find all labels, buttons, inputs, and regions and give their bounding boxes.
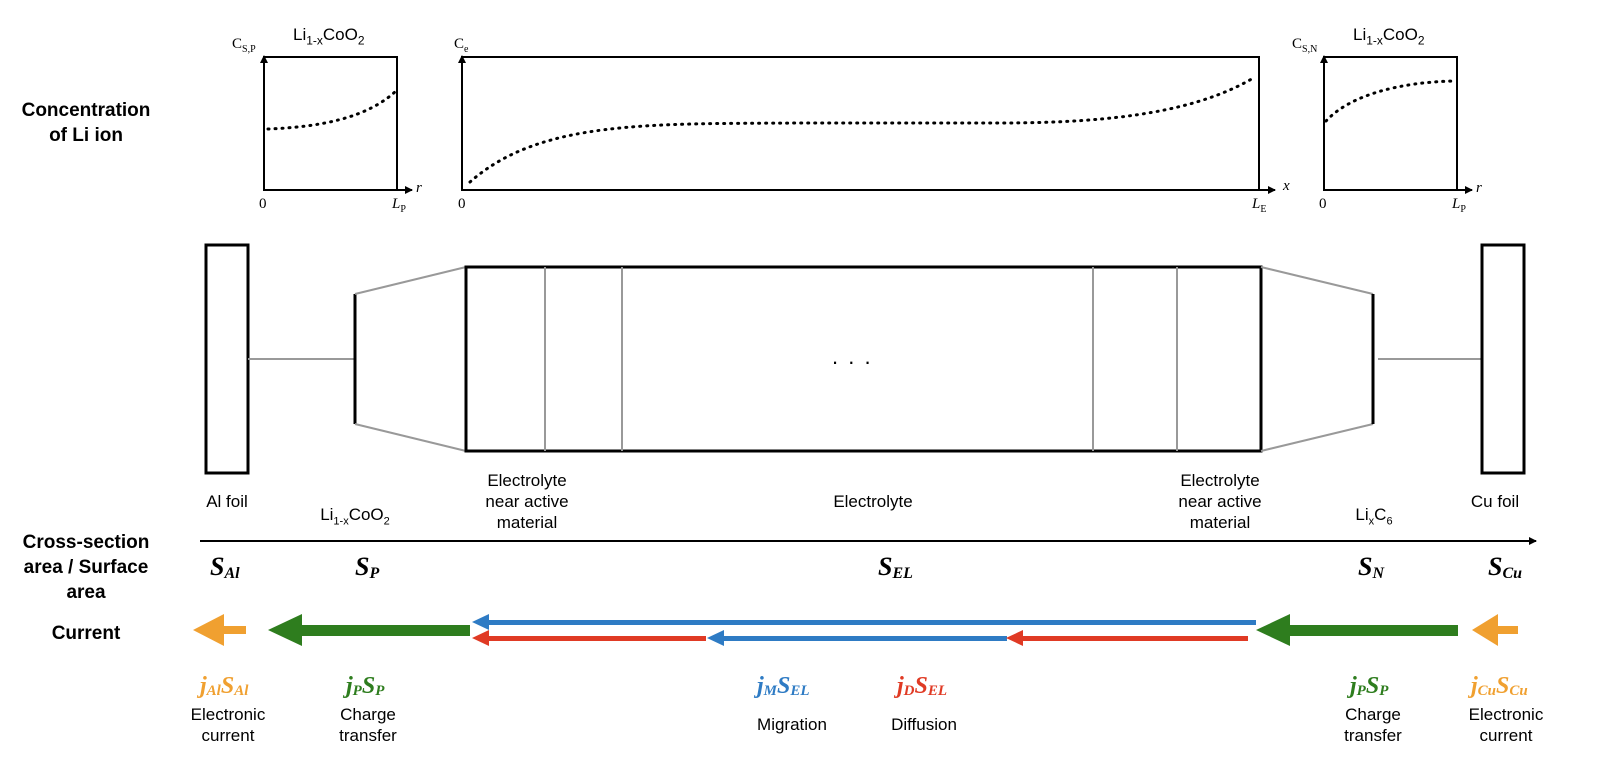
graph-positive-y-label: CS,P bbox=[232, 36, 256, 55]
area-s-p: SP bbox=[355, 552, 380, 582]
graph-negative-curve bbox=[1324, 79, 1457, 123]
label-al-foil: Al foil bbox=[206, 492, 248, 511]
label-positive-material: Li1-xCoO2 bbox=[320, 505, 390, 528]
area-s-el: SEL bbox=[878, 552, 913, 582]
area-s-al: SAl bbox=[210, 552, 240, 582]
graph-negative-frame bbox=[1323, 56, 1458, 191]
graph-positive-x-axis-label: r bbox=[416, 180, 422, 196]
arrow-migration-top bbox=[472, 614, 1256, 630]
current-expr-al: jAlSAl bbox=[200, 673, 249, 699]
current-desc-migration: Migration bbox=[757, 715, 827, 734]
graph-electrolyte-x-axis-label: x bbox=[1283, 178, 1290, 194]
current-expr-cu: jCuSCu bbox=[1471, 673, 1528, 699]
label-electrolyte-near-left-line1: Electrolyte bbox=[487, 471, 567, 490]
label-electrolyte-near-right: Electrolyte near active material bbox=[1155, 470, 1285, 533]
graph-negative-title: Li1-xCoO2 bbox=[1353, 25, 1425, 48]
negative-taper-top bbox=[1260, 266, 1374, 295]
label-electrolyte-near-right-line3: material bbox=[1189, 513, 1251, 532]
negative-taper-bottom bbox=[1260, 423, 1374, 452]
arrow-al bbox=[193, 614, 246, 646]
arrow-diffusion-left bbox=[472, 630, 706, 646]
current-expr-n: jPSP bbox=[1350, 673, 1389, 699]
graph-negative-x-axis-label: r bbox=[1476, 180, 1482, 196]
label-cu-foil: Cu foil bbox=[1470, 492, 1520, 511]
graph-positive-frame bbox=[263, 56, 398, 191]
graph-negative-x-zero: 0 bbox=[1319, 196, 1327, 212]
area-s-cu: SCu bbox=[1488, 552, 1523, 582]
cu-foil-box bbox=[1480, 243, 1526, 475]
graph-electrolyte-frame bbox=[461, 56, 1260, 191]
graph-positive-x-end: LP bbox=[392, 196, 406, 215]
current-arrows bbox=[193, 614, 1518, 646]
graph-electrolyte-y-label: Ce bbox=[454, 36, 469, 55]
current-desc-n: Charge transfer bbox=[1323, 704, 1423, 746]
current-desc-p-line2: transfer bbox=[339, 726, 397, 745]
arrow-n bbox=[1256, 614, 1458, 646]
arrow-diffusion-right bbox=[1006, 630, 1248, 646]
row-label-concentration: Concentration of Li ion bbox=[0, 98, 172, 148]
graph-electrolyte-x-end: LE bbox=[1252, 196, 1267, 215]
area-s-n: SN bbox=[1358, 552, 1385, 582]
current-desc-n-line2: transfer bbox=[1344, 726, 1402, 745]
label-electrolyte-near-right-line2: near active bbox=[1178, 492, 1262, 511]
positive-taper-bottom bbox=[354, 423, 467, 452]
arrow-migration-mid bbox=[707, 630, 1007, 646]
graph-negative-x-end: LP bbox=[1452, 196, 1466, 215]
positive-taper-top bbox=[354, 266, 467, 295]
arrow-p bbox=[268, 614, 470, 646]
row-label-cross-section-line3: area bbox=[66, 582, 106, 603]
label-electrolyte-near-left-line2: near active bbox=[485, 492, 569, 511]
graph-positive bbox=[260, 55, 413, 194]
label-negative-material: LixC6 bbox=[1355, 505, 1393, 528]
current-expr-migration: jMSEL bbox=[757, 673, 810, 699]
current-desc-p: Charge transfer bbox=[318, 704, 418, 746]
row-label-current: Current bbox=[51, 623, 121, 644]
row-label-concentration-line1: Concentration bbox=[21, 100, 151, 121]
graph-positive-x-zero: 0 bbox=[259, 196, 267, 212]
electrolyte-box bbox=[464, 265, 1263, 453]
label-electrolyte-near-left-line3: material bbox=[496, 513, 558, 532]
graph-positive-title: Li1-xCoO2 bbox=[293, 25, 365, 48]
graph-electrolyte bbox=[458, 55, 1276, 194]
label-electrolyte-near-right-line1: Electrolyte bbox=[1180, 471, 1260, 490]
current-desc-al-line1: Electronic bbox=[190, 705, 266, 724]
graph-negative-y-label: CS,N bbox=[1292, 36, 1318, 55]
current-desc-al-line2: current bbox=[201, 726, 255, 745]
electrolyte-ellipsis: . . . bbox=[832, 344, 873, 369]
row-label-cross-section-line1: Cross-section bbox=[22, 532, 150, 553]
current-desc-cu: Electronic current bbox=[1456, 704, 1556, 746]
al-foil-box bbox=[204, 243, 250, 475]
battery-structure bbox=[204, 243, 1526, 475]
current-desc-cu-line1: Electronic bbox=[1468, 705, 1544, 724]
label-electrolyte-near-left: Electrolyte near active material bbox=[462, 470, 592, 533]
row-label-concentration-line2: of Li ion bbox=[49, 125, 123, 146]
current-desc-cu-line2: current bbox=[1479, 726, 1533, 745]
graph-electrolyte-curve bbox=[468, 75, 1257, 184]
arrow-cu bbox=[1472, 614, 1518, 646]
row-label-cross-section: Cross-section area / Surface area bbox=[0, 530, 172, 605]
current-desc-al: Electronic current bbox=[178, 704, 278, 746]
current-desc-n-line1: Charge bbox=[1345, 705, 1401, 724]
current-desc-p-line1: Charge bbox=[340, 705, 396, 724]
graph-negative bbox=[1320, 55, 1473, 194]
current-expr-p: jPSP bbox=[346, 673, 385, 699]
current-desc-diffusion: Diffusion bbox=[891, 715, 957, 734]
row-label-cross-section-line2: area / Surface bbox=[23, 557, 149, 578]
current-expr-diffusion: jDSEL bbox=[897, 673, 948, 699]
graph-electrolyte-x-zero: 0 bbox=[458, 196, 466, 212]
graph-positive-curve bbox=[266, 88, 399, 131]
label-electrolyte: Electrolyte bbox=[833, 492, 913, 511]
